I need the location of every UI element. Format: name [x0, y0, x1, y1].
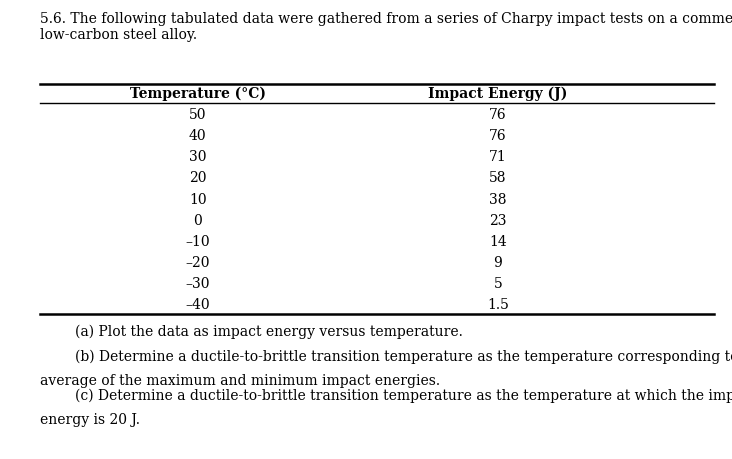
Text: 0: 0: [193, 213, 202, 227]
Text: 40: 40: [189, 129, 206, 143]
Text: 30: 30: [189, 150, 206, 164]
Text: –30: –30: [185, 277, 210, 291]
Text: 71: 71: [489, 150, 507, 164]
Text: average of the maximum and minimum impact energies.: average of the maximum and minimum impac…: [40, 373, 441, 386]
Text: 10: 10: [189, 192, 206, 206]
Text: (b) Determine a ductile-to-brittle transition temperature as the temperature cor: (b) Determine a ductile-to-brittle trans…: [40, 349, 732, 363]
Text: (a) Plot the data as impact energy versus temperature.: (a) Plot the data as impact energy versu…: [40, 324, 463, 338]
Text: 14: 14: [489, 235, 507, 248]
Text: –10: –10: [185, 235, 210, 248]
Text: Temperature (°C): Temperature (°C): [130, 87, 266, 101]
Text: energy is 20 J.: energy is 20 J.: [40, 412, 141, 425]
Text: 23: 23: [489, 213, 507, 227]
Text: 5: 5: [493, 277, 502, 291]
Text: 76: 76: [489, 108, 507, 122]
Text: –20: –20: [185, 256, 210, 269]
Text: (c) Determine a ductile-to-brittle transition temperature as the temperature at : (c) Determine a ductile-to-brittle trans…: [40, 388, 732, 402]
Text: 50: 50: [189, 108, 206, 122]
Text: Impact Energy (J): Impact Energy (J): [428, 87, 567, 101]
Text: 76: 76: [489, 129, 507, 143]
Text: 5.6. The following tabulated data were gathered from a series of Charpy impact t: 5.6. The following tabulated data were g…: [40, 11, 732, 42]
Text: –40: –40: [185, 298, 210, 312]
Text: 9: 9: [493, 256, 502, 269]
Text: 38: 38: [489, 192, 507, 206]
Text: 1.5: 1.5: [487, 298, 509, 312]
Text: 20: 20: [189, 171, 206, 185]
Text: 58: 58: [489, 171, 507, 185]
